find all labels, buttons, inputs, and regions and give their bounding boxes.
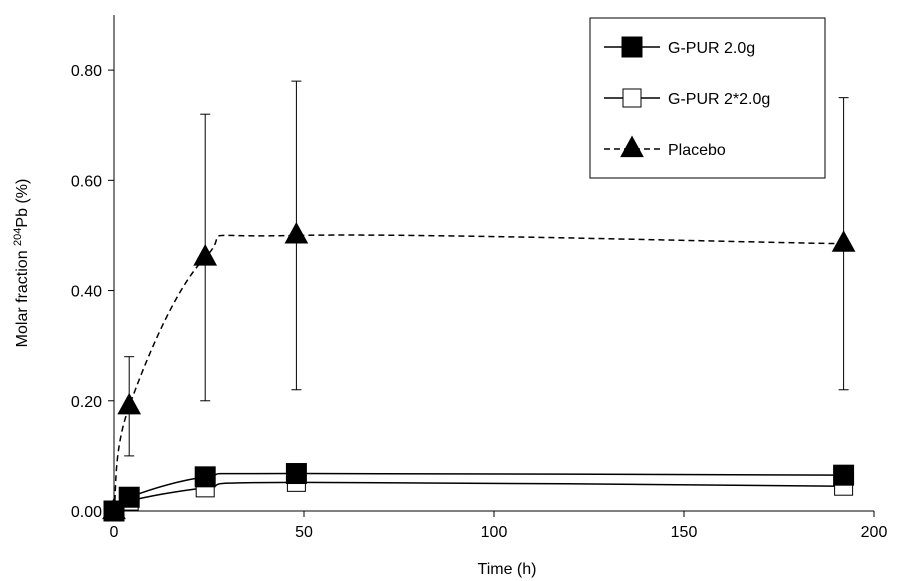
data-point	[284, 222, 309, 244]
y-axis-title-suffix: Pb (%)	[14, 179, 31, 228]
data-point	[833, 464, 855, 486]
y-axis-title-prefix: Molar fraction	[14, 246, 31, 347]
series-line	[113, 472, 844, 512]
x-tick-label: 150	[671, 524, 698, 541]
legend-label: G-PUR 2.0g	[668, 40, 755, 57]
x-tick-label: 200	[861, 524, 888, 541]
x-tick-label: 100	[481, 524, 508, 541]
y-tick-label: 0.00	[71, 504, 102, 521]
legend-swatch-marker	[621, 36, 643, 58]
data-point	[117, 392, 142, 415]
y-tick-label: 0.20	[71, 394, 102, 411]
y-axis-title: Molar fraction 204Pb (%)	[12, 179, 31, 348]
y-ticks: 0.00 0.20 0.40 0.60 0.80	[71, 63, 114, 521]
legend-label: Placebo	[668, 142, 726, 159]
x-tick-label: 0	[110, 524, 119, 541]
legend: G-PUR 2.0g G-PUR 2*2.0g Placebo	[589, 17, 826, 179]
legend-item-g-pur-2-2-0g: G-PUR 2*2.0g	[604, 88, 770, 108]
y-axis-title-superscript: 204	[12, 228, 24, 246]
series-g-pur-2-2-0g	[104, 472, 854, 521]
series-layer	[102, 80, 856, 522]
legend-swatch-marker	[622, 88, 642, 108]
data-point	[194, 466, 216, 488]
series-line	[113, 481, 844, 512]
legend-label: G-PUR 2*2.0g	[668, 91, 770, 108]
x-tick-label: 50	[295, 524, 313, 541]
data-point	[193, 244, 218, 266]
data-point	[831, 230, 856, 252]
series-line	[113, 234, 844, 512]
series-g-pur-2-0g	[103, 463, 855, 522]
legend-swatch-marker	[620, 135, 644, 158]
y-tick-label: 0.80	[71, 63, 102, 80]
legend-item-placebo: Placebo	[604, 135, 726, 159]
data-point	[118, 486, 140, 508]
data-point	[285, 463, 307, 485]
x-axis-title: Time (h)	[478, 561, 537, 578]
y-tick-label: 0.40	[71, 284, 102, 301]
x-ticks: 0 50 100 150 200	[110, 511, 888, 541]
legend-item-g-pur-2-0g: G-PUR 2.0g	[604, 36, 755, 58]
y-tick-label: 0.60	[71, 173, 102, 190]
